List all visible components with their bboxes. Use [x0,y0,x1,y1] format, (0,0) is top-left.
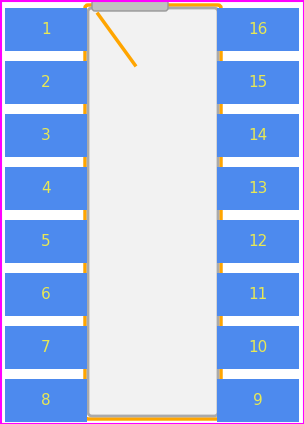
Text: 9: 9 [253,393,263,408]
Bar [5,326,87,369]
Bar [217,326,299,369]
Text: 4: 4 [41,181,51,196]
Bar [5,273,87,316]
Bar [217,379,299,422]
Bar [5,61,87,104]
Text: 11: 11 [248,287,268,302]
Bar [217,273,299,316]
Bar [217,220,299,263]
Text: 1: 1 [41,22,51,37]
Text: 3: 3 [41,128,51,143]
Bar [5,8,87,51]
Text: 14: 14 [248,128,268,143]
Bar [5,167,87,210]
Bar [5,379,87,422]
FancyBboxPatch shape [92,0,168,11]
Bar [217,114,299,157]
Text: 5: 5 [41,234,51,249]
Text: 16: 16 [248,22,268,37]
Bar [5,220,87,263]
Text: 8: 8 [41,393,51,408]
Text: 15: 15 [248,75,268,90]
Text: 6: 6 [41,287,51,302]
Text: 12: 12 [248,234,268,249]
Text: 2: 2 [41,75,51,90]
Bar [217,61,299,104]
FancyBboxPatch shape [88,8,218,416]
Text: 13: 13 [248,181,268,196]
Bar [5,114,87,157]
Bar [217,167,299,210]
Bar [217,8,299,51]
Text: 7: 7 [41,340,51,355]
Text: 10: 10 [248,340,268,355]
